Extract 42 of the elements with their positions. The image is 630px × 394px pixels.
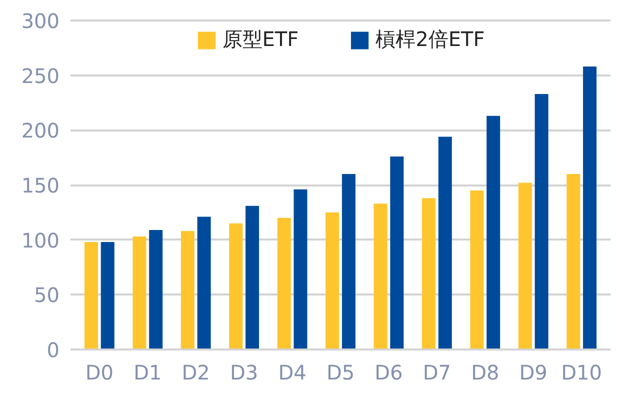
bar [374,204,388,350]
bar [197,216,211,350]
y-tick-label: 100 [21,228,60,252]
bar [438,136,452,350]
bar [132,236,146,350]
bar [229,223,243,350]
x-tick-label: D6 [374,360,403,384]
y-tick-label: 250 [21,64,60,88]
legend-label: 槓桿2倍ETF [376,26,485,53]
bar [326,212,340,350]
x-tick-label: D3 [230,360,258,384]
bar [470,190,484,350]
x-tick-label: D7 [422,360,451,384]
bar [486,116,500,350]
y-tick-label: 150 [21,174,60,198]
x-tick-label: D10 [561,360,602,384]
bar [294,189,308,350]
bar [566,174,580,350]
bar [277,218,291,350]
bar [149,230,163,350]
x-tick-label: D5 [326,360,355,384]
bar [422,198,436,350]
bar [246,206,260,350]
bar [180,231,194,350]
y-tick-label: 50 [34,283,60,308]
bar [534,94,548,350]
x-tick-label: D2 [182,360,210,384]
bar [390,156,404,350]
bar [583,66,597,350]
x-tick-label: D0 [85,360,114,384]
x-tick-label: D1 [134,360,162,384]
y-tick-label: 300 [21,9,60,33]
y-tick-label: 0 [46,338,60,362]
bar [84,242,98,350]
bar [342,174,356,350]
x-tick-label: D4 [278,360,306,384]
bar [518,182,532,350]
x-tick-label: D8 [471,360,500,384]
legend-label: 原型ETF [222,26,299,53]
y-tick-label: 200 [21,118,60,143]
x-tick-label: D9 [519,360,548,384]
bar [100,242,114,350]
